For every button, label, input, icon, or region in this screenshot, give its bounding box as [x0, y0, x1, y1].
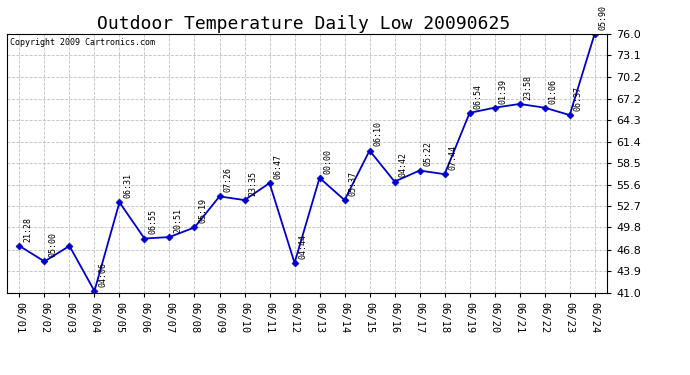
Text: 06:55: 06:55 — [148, 209, 157, 234]
Text: Outdoor Temperature Daily Low 20090625: Outdoor Temperature Daily Low 20090625 — [97, 15, 510, 33]
Text: 06:54: 06:54 — [474, 84, 483, 109]
Text: 06:10: 06:10 — [374, 122, 383, 146]
Text: 06:31: 06:31 — [124, 173, 132, 198]
Text: 05:00: 05:00 — [48, 232, 57, 257]
Text: 06:37: 06:37 — [574, 86, 583, 111]
Text: 01:06: 01:06 — [549, 78, 558, 104]
Text: 00:00: 00:00 — [324, 149, 333, 174]
Text: 06:47: 06:47 — [274, 154, 283, 179]
Text: 05:37: 05:37 — [348, 171, 357, 196]
Text: 04:42: 04:42 — [399, 153, 408, 177]
Text: 07:44: 07:44 — [448, 145, 457, 170]
Text: 23:58: 23:58 — [524, 75, 533, 100]
Text: 23:35: 23:35 — [248, 171, 257, 196]
Text: 01:39: 01:39 — [499, 78, 508, 104]
Text: 21:28: 21:28 — [23, 217, 32, 242]
Text: 05:90: 05:90 — [599, 4, 608, 30]
Text: 20:51: 20:51 — [174, 208, 183, 233]
Text: 04:06: 04:06 — [99, 262, 108, 287]
Text: Copyright 2009 Cartronics.com: Copyright 2009 Cartronics.com — [10, 38, 155, 46]
Text: 05:19: 05:19 — [199, 198, 208, 223]
Text: 05:22: 05:22 — [424, 141, 433, 166]
Text: 04:44: 04:44 — [299, 234, 308, 259]
Text: 07:26: 07:26 — [224, 167, 233, 192]
